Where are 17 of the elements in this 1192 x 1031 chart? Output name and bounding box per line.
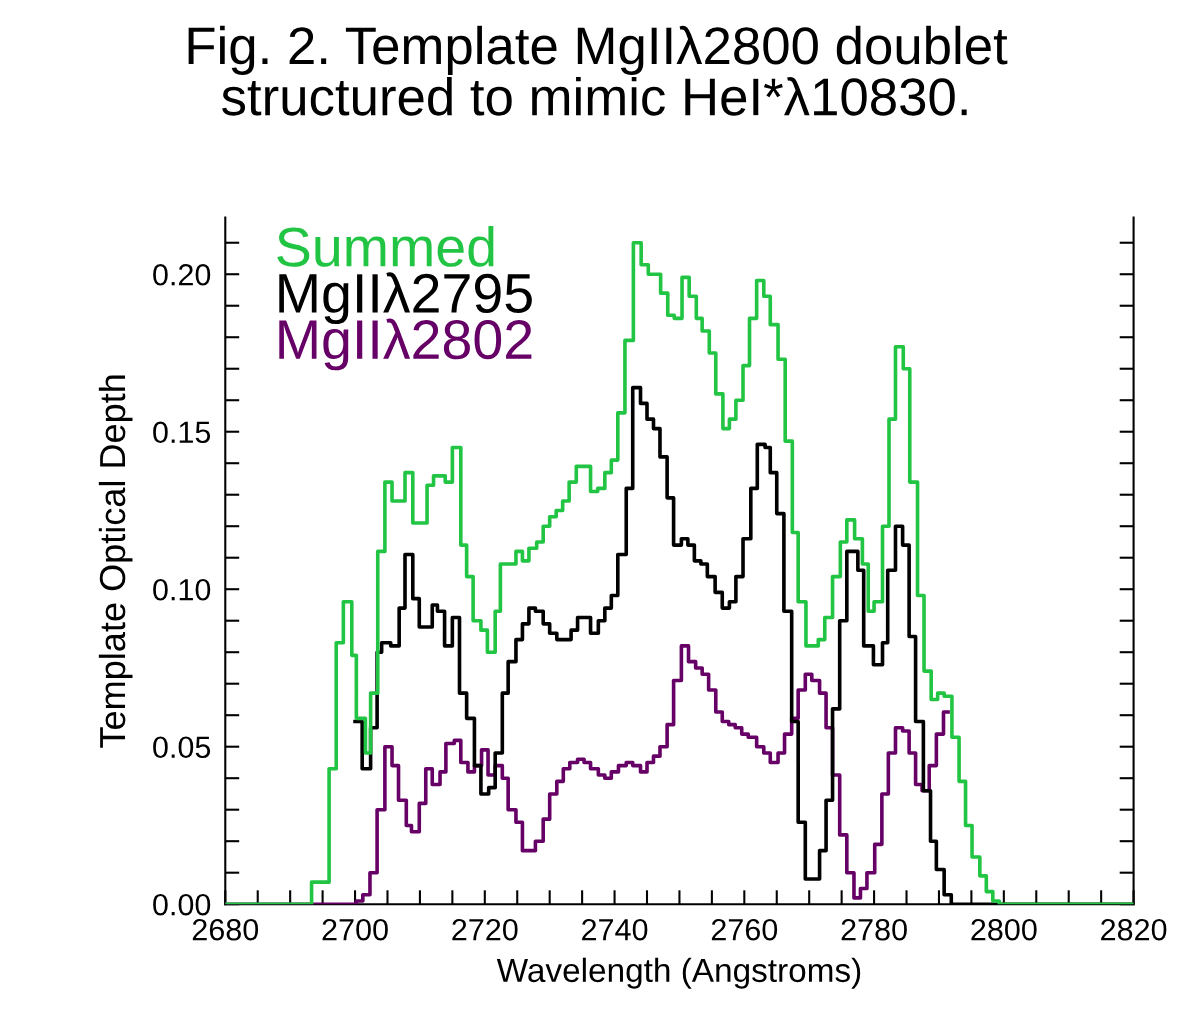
x-tick-label: 2680 [192,918,259,941]
text: Summed [277,226,494,267]
x-tick-label: 2700 [322,918,388,941]
x-axis-title: Wavelength (Angstroms) [496,957,861,989]
y-axis-title: Template Optical Depth [98,375,133,748]
x-tick-label: 2740 [582,918,648,941]
y-tick-label: 0.20 [153,263,211,286]
chart-title: Fig. 2. Template MgIIλ2800 doublet structured to mimic HeI*λ10830. [188,25,1008,116]
y-tick-label: 0.05 [153,736,211,759]
y-tick-label: 0.15 [153,421,211,444]
x-tick-label: 2760 [711,918,778,941]
x-tick-label: 2780 [841,918,907,941]
x-tick-label: 2800 [971,918,1037,941]
y-tick-label: 0.00 [153,893,211,916]
y-tick-label: 0.10 [153,578,211,601]
x-tick-label: 2720 [452,918,518,941]
x-tick-label: 2820 [1101,918,1167,941]
